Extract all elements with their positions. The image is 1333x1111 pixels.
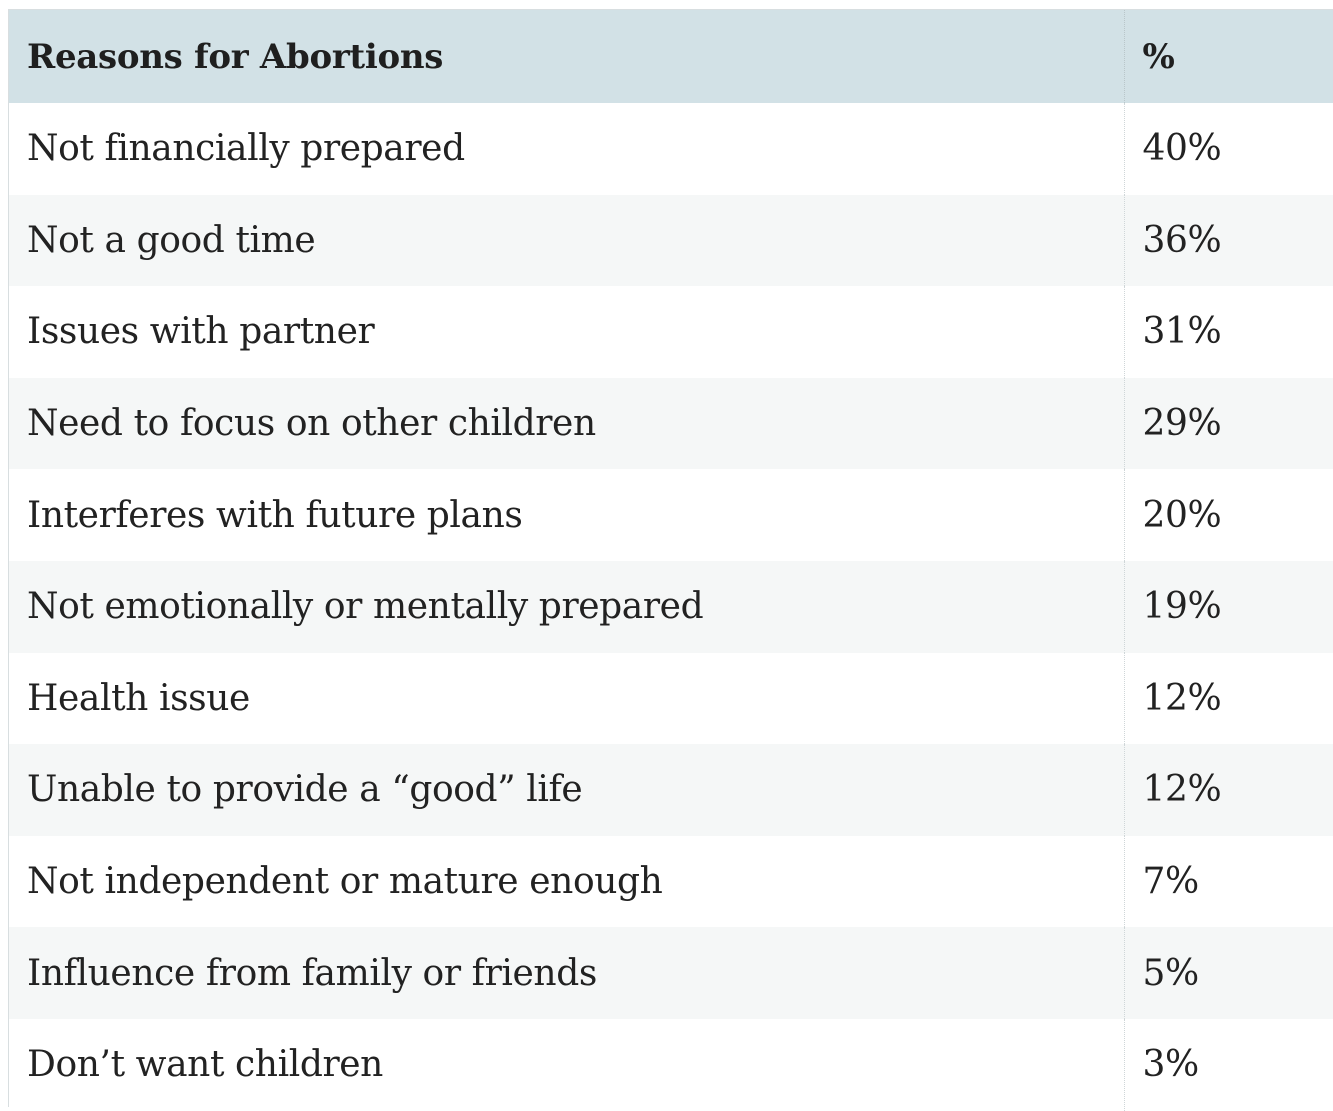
reason-cell: Issues with partner <box>27 311 375 353</box>
table-header: Reasons for Abortions % <box>9 10 1333 103</box>
table-row: Issues with partner 31% <box>9 286 1333 378</box>
percent-cell: 12% <box>1123 652 1333 745</box>
table-row: Not a good time 36% <box>9 194 1333 287</box>
table-row: Not emotionally or mentally prepared 19% <box>9 560 1333 653</box>
header-percent: % <box>1123 10 1333 103</box>
table-row: Unable to provide a “good” life 12% <box>9 744 1333 836</box>
reason-cell: Health issue <box>27 677 250 719</box>
reason-cell: Not a good time <box>27 219 316 261</box>
table-row: Need to focus on other children 29% <box>9 377 1333 470</box>
percent-cell: 12% <box>1123 744 1333 836</box>
header-reasons: Reasons for Abortions <box>27 36 444 77</box>
reasons-table: Reasons for Abortions % Not financially … <box>9 10 1333 1111</box>
percent-cell: 31% <box>1123 286 1333 378</box>
reason-cell: Not independent or mature enough <box>27 861 663 903</box>
table-row: Health issue 12% <box>9 652 1333 745</box>
table-row: Not financially prepared 40% <box>9 103 1333 195</box>
reason-cell: Unable to provide a “good” life <box>27 769 583 811</box>
reason-cell: Need to focus on other children <box>27 403 596 445</box>
percent-cell: 19% <box>1123 560 1333 653</box>
reason-cell: Not emotionally or mentally prepared <box>27 586 704 628</box>
table-row: Influence from family or friends 5% <box>9 927 1333 1019</box>
percent-cell: 40% <box>1123 103 1333 195</box>
table-row: Don’t want children 3% <box>9 1018 1333 1111</box>
reasons-table-container: Reasons for Abortions % Not financially … <box>8 9 1333 1111</box>
percent-cell: 7% <box>1123 835 1333 928</box>
percent-cell: 5% <box>1123 927 1333 1019</box>
table-row: Not independent or mature enough 7% <box>9 835 1333 928</box>
percent-cell: 3% <box>1123 1018 1333 1111</box>
table-row: Interferes with future plans 20% <box>9 469 1333 561</box>
percent-cell: 20% <box>1123 469 1333 561</box>
reason-cell: Influence from family or friends <box>27 952 597 994</box>
header-row: Reasons for Abortions % <box>9 10 1333 103</box>
reason-cell: Don’t want children <box>27 1044 383 1086</box>
table-body: Not financially prepared 40% Not a good … <box>9 103 1333 1111</box>
percent-cell: 29% <box>1123 377 1333 470</box>
reason-cell: Interferes with future plans <box>27 494 523 536</box>
reason-cell: Not financially prepared <box>27 128 465 170</box>
percent-cell: 36% <box>1123 194 1333 287</box>
